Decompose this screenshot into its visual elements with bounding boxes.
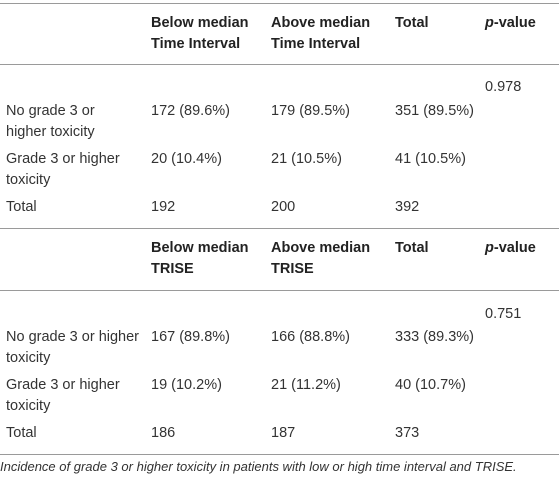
row-label-no-grade3: No grade 3 or higher toxicity [6, 327, 139, 369]
cell-below: 172 (89.6%) [151, 103, 230, 119]
header-line: TRISE [151, 261, 194, 277]
cell-above: 21 (10.5%) [271, 151, 342, 167]
table-top-rule [0, 3, 559, 4]
p-value-italic-p: p [485, 240, 494, 256]
p-value-time-interval: 0.978 [485, 79, 522, 95]
row-label-grade3: Grade 3 or higher toxicity [6, 149, 120, 191]
cell-total: 41 (10.5%) [395, 151, 466, 167]
cell-below: 167 (89.8%) [151, 329, 230, 345]
section1-header-rule [0, 64, 559, 65]
header-below-median-time-interval: Below median Time Interval [151, 13, 249, 55]
row-label-line: toxicity [6, 350, 51, 366]
header-line: Above median [271, 15, 371, 31]
row-label-line: Grade 3 or higher [6, 151, 120, 167]
header-line: Time Interval [151, 36, 241, 52]
header-total: Total [395, 240, 429, 256]
cell-total: 333 (89.3%) [395, 329, 474, 345]
p-value-italic-p: p [485, 15, 494, 31]
cell-above: 187 [271, 425, 296, 441]
table-caption: Incidence of grade 3 or higher toxicity … [0, 459, 517, 474]
header-p-value: p-value [485, 13, 536, 34]
header-above-median-time-interval: Above median Time Interval [271, 13, 370, 55]
row-label-line: No grade 3 or higher [6, 329, 139, 345]
header-total: Total [395, 15, 429, 31]
header-below-median-trise: Below median TRISE [151, 238, 249, 280]
row-label-total: Total [6, 199, 37, 215]
row-label-line: toxicity [6, 172, 51, 188]
p-value-suffix: -value [493, 240, 536, 256]
cell-below: 192 [151, 199, 176, 215]
cell-total: 351 (89.5%) [395, 103, 474, 119]
section-divider-rule [0, 228, 559, 229]
header-above-median-trise: Above median TRISE [271, 238, 370, 280]
row-label-line: higher toxicity [6, 124, 95, 140]
p-value-suffix: -value [493, 15, 536, 31]
row-label-line: No grade 3 or [6, 103, 95, 119]
header-line: Above median [271, 240, 371, 256]
cell-below: 20 (10.4%) [151, 151, 222, 167]
cell-total: 373 [395, 425, 420, 441]
header-line: Below median [151, 15, 249, 31]
cell-total: 392 [395, 199, 420, 215]
cell-below: 19 (10.2%) [151, 377, 222, 393]
cell-below: 186 [151, 425, 176, 441]
row-label-grade3: Grade 3 or higher toxicity [6, 375, 120, 417]
cell-above: 179 (89.5%) [271, 103, 350, 119]
cell-total: 40 (10.7%) [395, 377, 466, 393]
p-value-trise: 0.751 [485, 306, 522, 322]
cell-above: 166 (88.8%) [271, 329, 350, 345]
row-label-line: toxicity [6, 398, 51, 414]
row-label-no-grade3: No grade 3 or higher toxicity [6, 101, 95, 143]
header-line: Below median [151, 240, 249, 256]
header-line: TRISE [271, 261, 314, 277]
cell-above: 21 (11.2%) [271, 377, 341, 393]
section2-header-rule [0, 290, 559, 291]
header-line: Time Interval [271, 36, 361, 52]
cell-above: 200 [271, 199, 296, 215]
row-label-line: Grade 3 or higher [6, 377, 120, 393]
row-label-total: Total [6, 425, 37, 441]
table-bottom-rule [0, 454, 559, 455]
header-p-value: p-value [485, 238, 536, 259]
